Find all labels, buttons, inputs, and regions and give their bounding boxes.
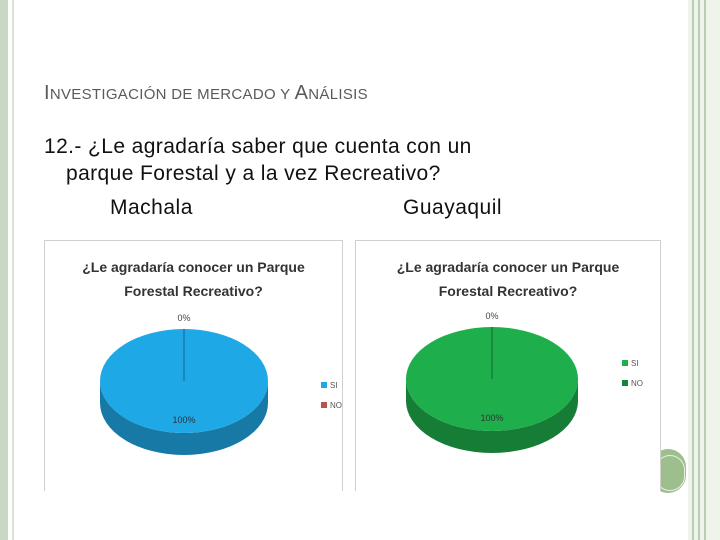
heading-text: DE MERCADO Y (166, 86, 295, 103)
frame-line (704, 0, 706, 540)
chart-title-line: ¿Le agradaría conocer un Parque (82, 259, 305, 275)
legend-label-si: SI (330, 381, 338, 390)
heading-cap: A (294, 82, 309, 104)
slide-frame-right (688, 0, 720, 540)
pie-chart-machala: ¿Le agradaría conocer un Parque Forestal… (44, 240, 343, 491)
frame-line (692, 0, 694, 540)
heading-text: NÁLISIS (308, 86, 368, 103)
city-label-machala: Machala (110, 196, 193, 219)
legend-label-no: NO (631, 379, 643, 388)
survey-question: 12.- ¿Le agradaría saber que cuenta con … (44, 133, 604, 187)
pie-side-si (406, 379, 578, 453)
chart-title: ¿Le agradaría conocer un Parque Forestal… (45, 255, 342, 303)
legend-swatch-no (321, 402, 327, 408)
pie-svg: 0% 100% SI NO (100, 313, 342, 455)
data-label-si: 100% (480, 413, 503, 423)
chart-title-line: ¿Le agradaría conocer un Parque (396, 259, 620, 275)
question-line-1: 12.- ¿Le agradaría saber que cuenta con … (44, 135, 472, 158)
frame-line (698, 0, 700, 540)
data-label-no: 0% (485, 311, 498, 321)
legend-label-no: NO (330, 401, 342, 410)
data-label-si: 100% (172, 415, 195, 425)
slide-frame-left (0, 0, 8, 540)
question-line-2: parque Forestal y a la vez Recreativo? (66, 162, 441, 185)
heading-cap: I (44, 82, 50, 104)
pie-chart-guayaquil: ¿Le agradaría conocer un Parque Forestal… (355, 240, 661, 491)
chart-title-line: Forestal Recreativo? (438, 283, 578, 299)
chart-title-line: Forestal Recreativo? (124, 283, 263, 299)
pie-side-si (100, 381, 268, 455)
slide-heading: INVESTIGACIÓN DE MERCADO Y ANÁLISIS (44, 82, 368, 105)
heading-text: NVESTIGACIÓN (49, 86, 167, 103)
legend-swatch-si (622, 360, 628, 366)
legend-swatch-no (622, 380, 628, 386)
legend-swatch-si (321, 382, 327, 388)
slide-frame-left-line (12, 0, 14, 540)
chart-title: ¿Le agradaría conocer un Parque Forestal… (356, 255, 660, 303)
pie-svg: 0% 100% SI NO (406, 311, 643, 453)
data-label-no: 0% (177, 313, 190, 323)
legend-label-si: SI (631, 359, 639, 368)
city-label-guayaquil: Guayaquil (403, 196, 503, 219)
